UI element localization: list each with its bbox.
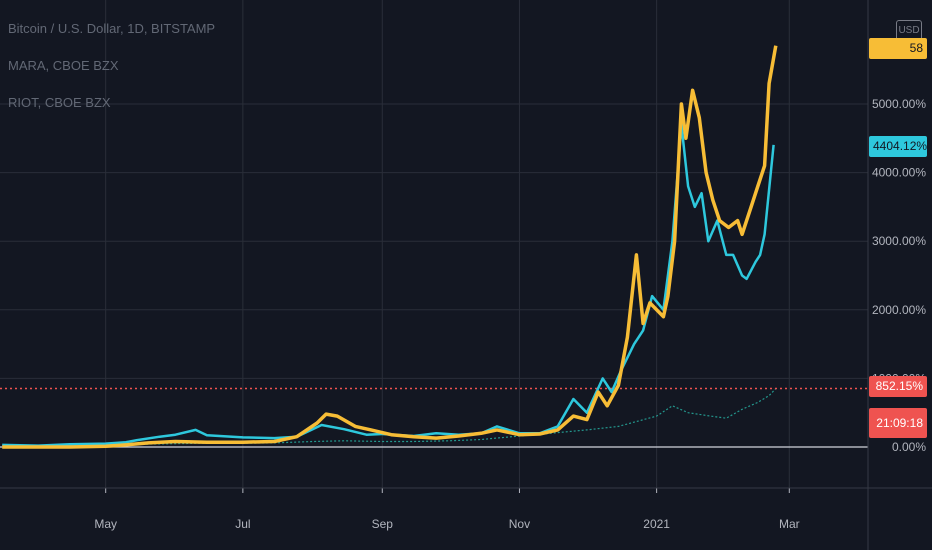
y-tick-label: 2000.00% xyxy=(872,303,926,317)
chart-legend: Bitcoin / U.S. Dollar, 1D, BITSTAMP MARA… xyxy=(8,22,215,133)
btc-price-label: 852.15% xyxy=(869,376,927,397)
x-tick-label: May xyxy=(94,517,117,531)
riot-price-label: 58 xyxy=(869,38,927,59)
x-tick-label: Nov xyxy=(509,517,530,531)
series-layer xyxy=(0,45,868,449)
y-tick-label: 4000.00% xyxy=(872,166,926,180)
countdown-label: 21:09:18 xyxy=(869,408,927,438)
legend-item-riot[interactable]: RIOT, CBOE BZX xyxy=(8,95,111,110)
series-line-btc xyxy=(2,388,777,448)
x-tick-label: 2021 xyxy=(643,517,670,531)
y-tick-label: 5000.00% xyxy=(872,97,926,111)
x-tick-label: Mar xyxy=(779,517,800,531)
x-tick-label: Sep xyxy=(372,517,394,531)
legend-item-mara[interactable]: MARA, CBOE BZX xyxy=(8,58,119,73)
legend-item-btc[interactable]: Bitcoin / U.S. Dollar, 1D, BITSTAMP xyxy=(8,21,216,36)
series-line-mara xyxy=(2,123,775,447)
series-line-riot xyxy=(2,45,778,449)
y-tick-label: 3000.00% xyxy=(872,234,926,248)
x-tick-label: Jul xyxy=(235,517,250,531)
mara-price-label: 4404.12% xyxy=(869,136,927,157)
grid-layer xyxy=(0,0,868,488)
y-tick-label: 0.00% xyxy=(892,440,926,454)
